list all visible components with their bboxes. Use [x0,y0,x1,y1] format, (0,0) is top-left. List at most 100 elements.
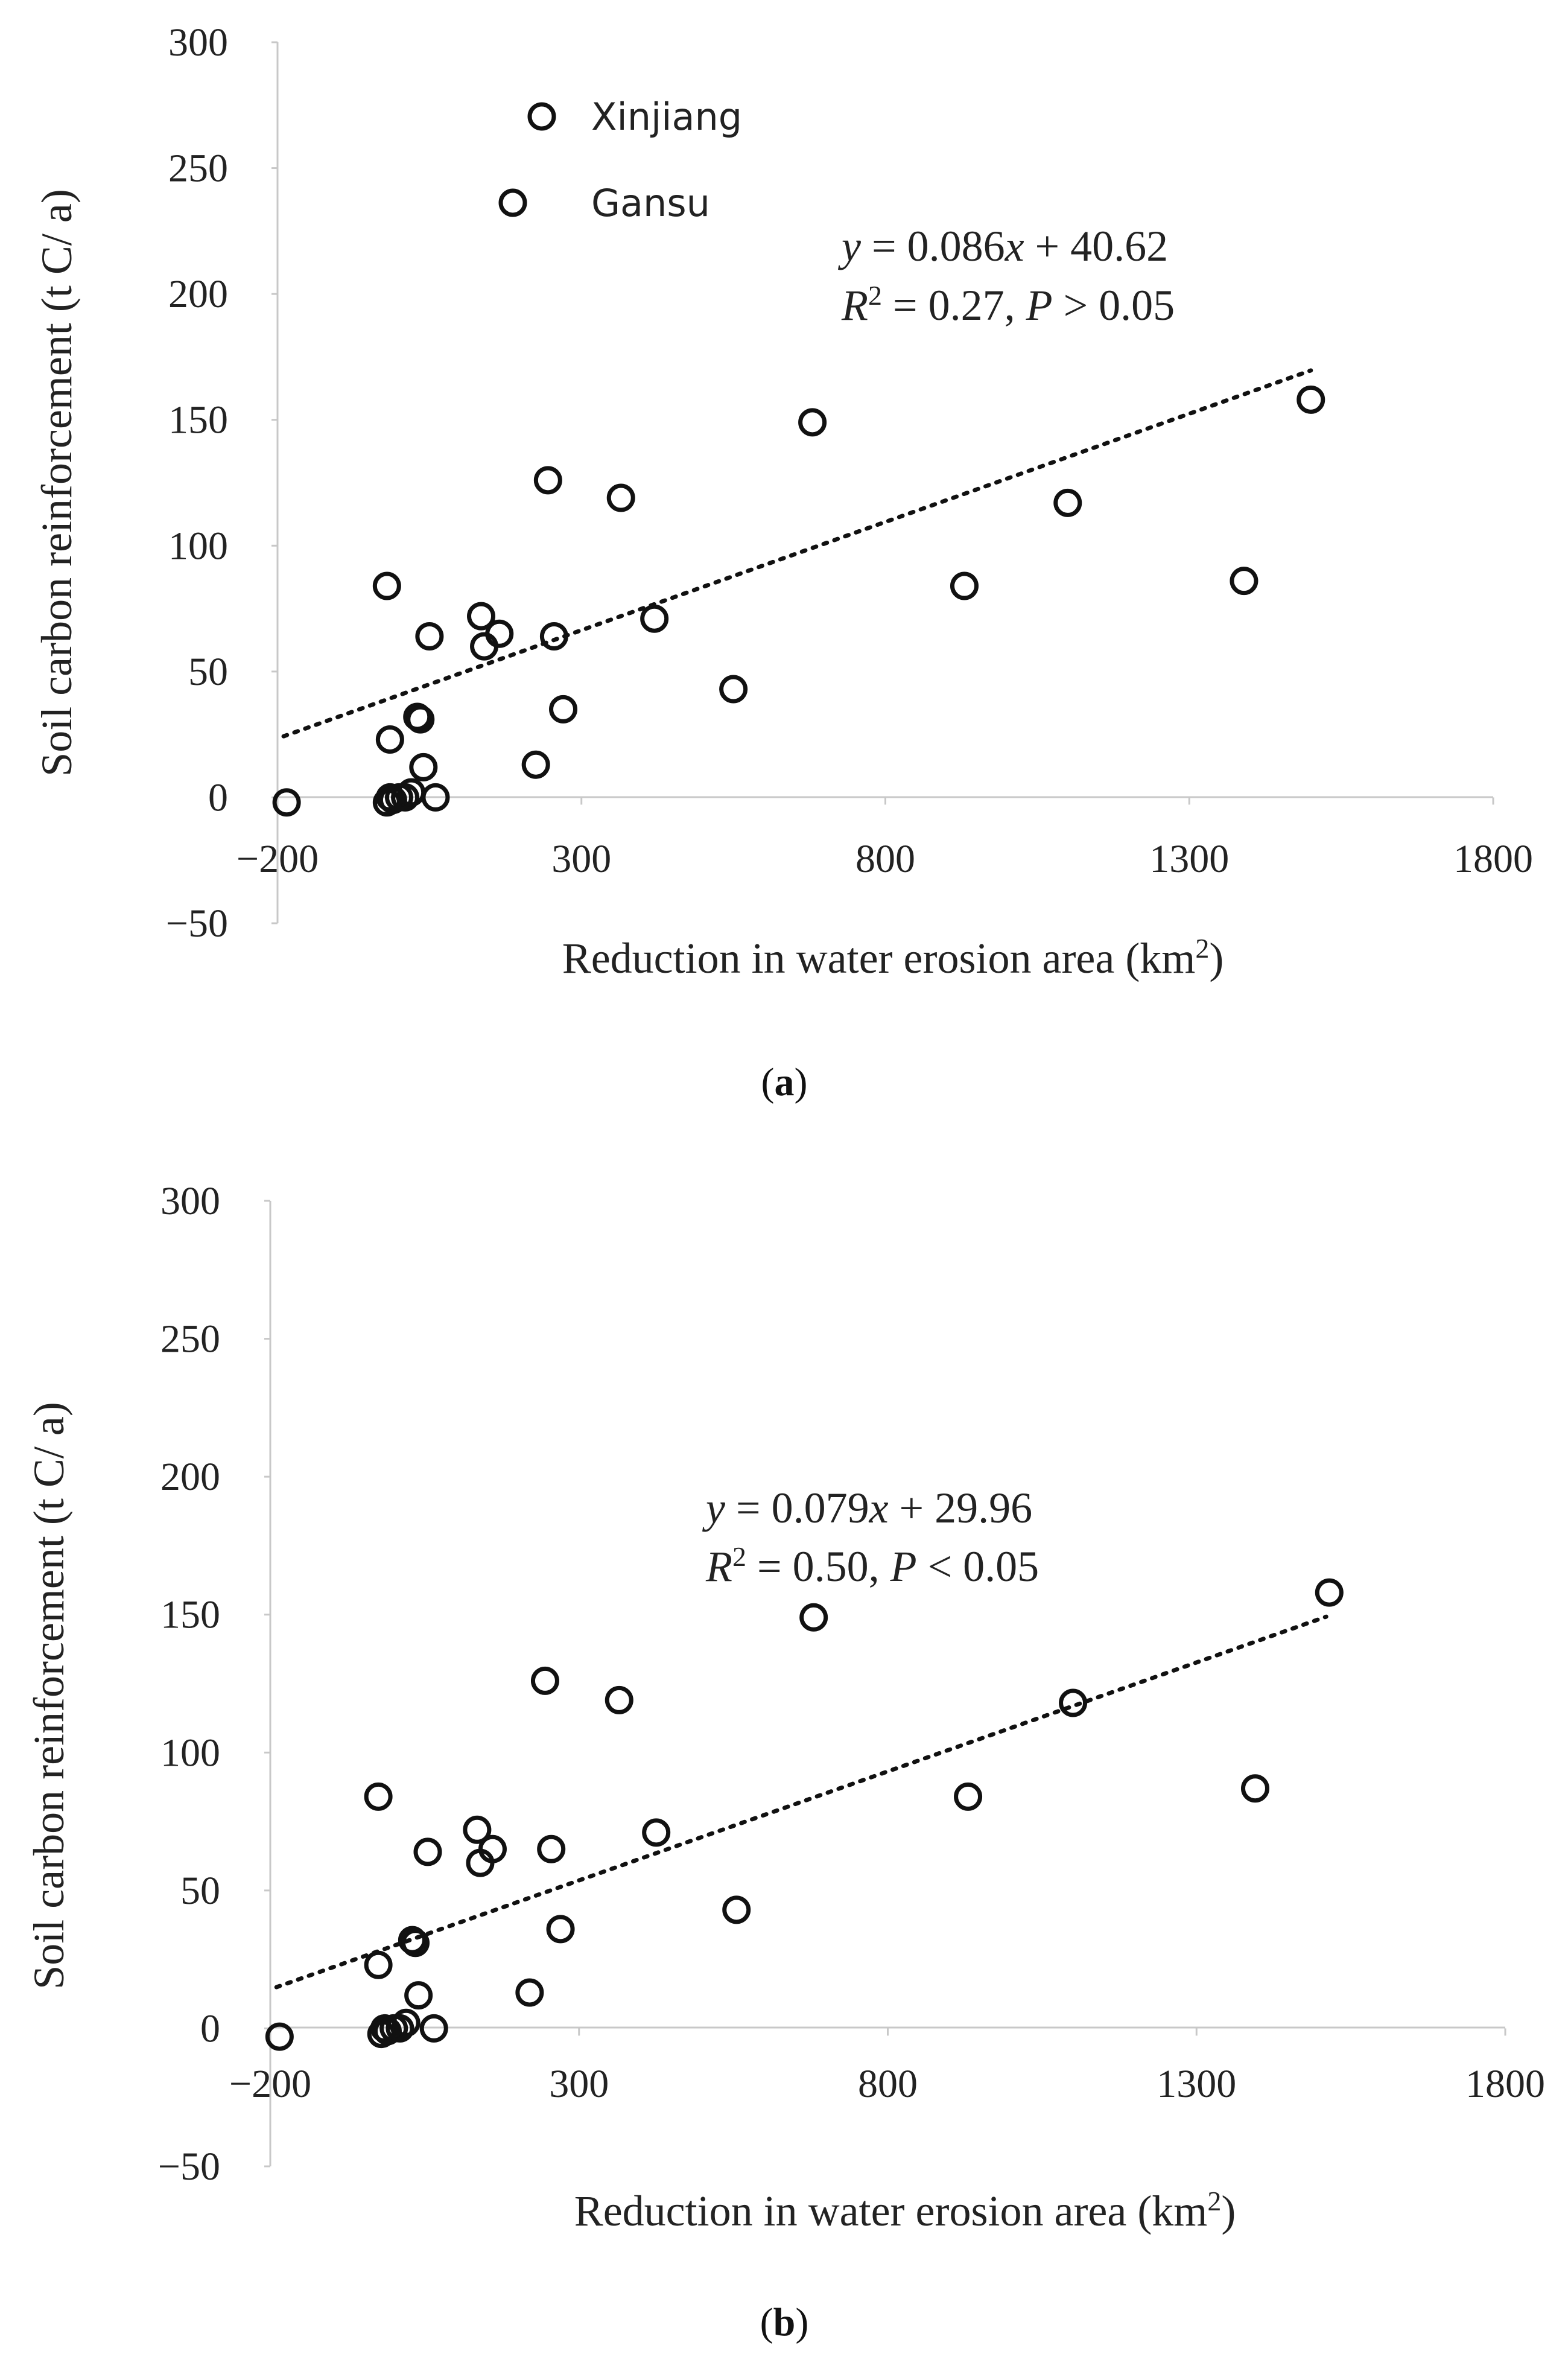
data-points [272,385,1325,817]
data-point [372,571,401,600]
data-point [530,1666,559,1695]
y-axis-label: Soil carbon reinforcement (t C/ a) [25,1402,73,1990]
regression-equation: y = 0.079x + 29.96 [702,1484,1032,1532]
chart-panel-a: 300 250 200 150 100 50 0 −50 −200 300 800 1300 1800… [33,21,1533,1104]
data-point [409,752,438,781]
y-tick-label: 50 [188,650,228,694]
data-point [404,1981,433,2010]
data-point [1315,1578,1344,1607]
x-tick-label: 1300 [1157,2062,1236,2106]
x-tick-label: 1800 [1453,837,1533,881]
y-tick-label: 100 [168,524,228,568]
y-tick-label: −50 [158,2145,220,2189]
data-point [799,1603,828,1632]
trendline-layer [281,368,1313,739]
data-point [467,602,496,631]
x-axis-label: Reduction in water erosion area (km2) [574,2186,1236,2236]
x-axis-ticks: −200 300 800 1300 1800 [229,2028,1545,2106]
data-point [549,695,578,724]
y-tick-label: 200 [168,272,228,316]
data-point [539,622,568,651]
x-tick-label: 1800 [1465,2062,1545,2106]
legend-marker-gansu [498,188,527,217]
trendline [274,1614,1328,1990]
data-point [375,725,404,754]
data-point [521,750,550,779]
data-point [386,2014,414,2043]
panel-label-b: (b) [760,2300,809,2344]
data-points [265,1578,1344,2051]
y-tick-label: 200 [160,1455,220,1499]
data-point [722,1895,751,1924]
regression-stats: R2 = 0.50, P < 0.05 [705,1541,1039,1591]
x-tick-label: −200 [229,2062,311,2106]
data-point [950,571,979,600]
trendline-layer [274,1614,1328,1990]
data-point [537,1834,566,1863]
y-tick-label: 300 [168,21,228,65]
x-tick-label: 800 [855,837,915,881]
y-tick-label: 0 [208,775,228,819]
x-axis-ticks: −200 300 800 1300 1800 [236,797,1533,881]
y-tick-label: −50 [166,902,228,946]
x-tick-label: 300 [549,2062,609,2106]
regression-stats: R2 = 0.27, P > 0.05 [841,280,1175,330]
data-point [719,675,748,704]
chart-panel-b: 300 250 200 150 100 50 0 −50 −200 300 800 1300 1800… [25,1179,1545,2344]
data-point [392,2008,421,2037]
data-point [954,1782,983,1811]
data-point [421,783,450,812]
data-point [798,408,827,437]
x-tick-label: −200 [236,837,319,881]
panel-label-a: (a) [761,1060,808,1104]
data-point [515,1978,544,2007]
data-point [642,1818,671,1847]
data-point [406,705,435,734]
data-point [413,1837,442,1866]
data-point [364,1782,393,1811]
y-tick-label: 50 [180,1869,220,1913]
y-tick-label: 100 [160,1731,220,1775]
data-point [398,1926,427,1955]
regression-equation: y = 0.086x + 40.62 [837,222,1168,270]
data-point [1297,385,1325,414]
data-point [364,1950,393,1979]
y-axis-label: Soil carbon reinforcement (t C/ a) [33,189,81,777]
data-point [640,604,669,633]
y-tick-label: 150 [160,1593,220,1637]
data-point [485,619,514,648]
data-point [419,2014,448,2043]
data-point [606,483,635,512]
y-axis-ticks: 300 250 200 150 100 50 0 −50 [158,1179,270,2189]
data-point [1230,567,1259,596]
legend: Xinjiang Gansu [498,95,742,225]
x-tick-label: 800 [858,2062,918,2106]
x-tick-label: 300 [551,837,611,881]
x-axis-label: Reduction in water erosion area (km2) [562,933,1224,983]
data-point [546,1915,575,1944]
data-point [415,622,444,651]
legend-label-xinjiang: Xinjiang [591,95,742,139]
data-point [272,788,301,817]
data-point [401,1929,430,1958]
data-point [533,466,562,495]
x-tick-label: 1300 [1149,837,1229,881]
data-point [1059,1688,1088,1717]
trendline [281,368,1313,739]
data-point [470,632,499,661]
y-tick-label: 150 [168,398,228,442]
data-point [1053,488,1082,517]
legend-label-gansu: Gansu [591,181,710,225]
y-tick-label: 0 [200,2006,220,2050]
data-point [605,1685,633,1714]
y-axis-ticks: 300 250 200 150 100 50 0 −50 [166,21,278,946]
y-tick-label: 250 [160,1317,220,1361]
y-tick-label: 250 [168,147,228,191]
data-point [1240,1774,1269,1803]
data-point [391,783,420,812]
data-point [265,2022,294,2051]
legend-marker-xinjiang [527,102,556,131]
data-point [463,1815,492,1844]
y-tick-label: 300 [160,1179,220,1223]
